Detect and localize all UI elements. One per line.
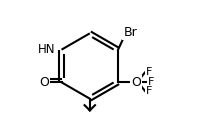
Text: F: F: [146, 67, 152, 77]
Text: F: F: [148, 77, 155, 87]
Text: O: O: [39, 76, 49, 89]
Text: O: O: [131, 76, 141, 89]
Text: F: F: [146, 86, 152, 96]
Text: Br: Br: [123, 26, 137, 39]
Text: HN: HN: [38, 43, 56, 56]
